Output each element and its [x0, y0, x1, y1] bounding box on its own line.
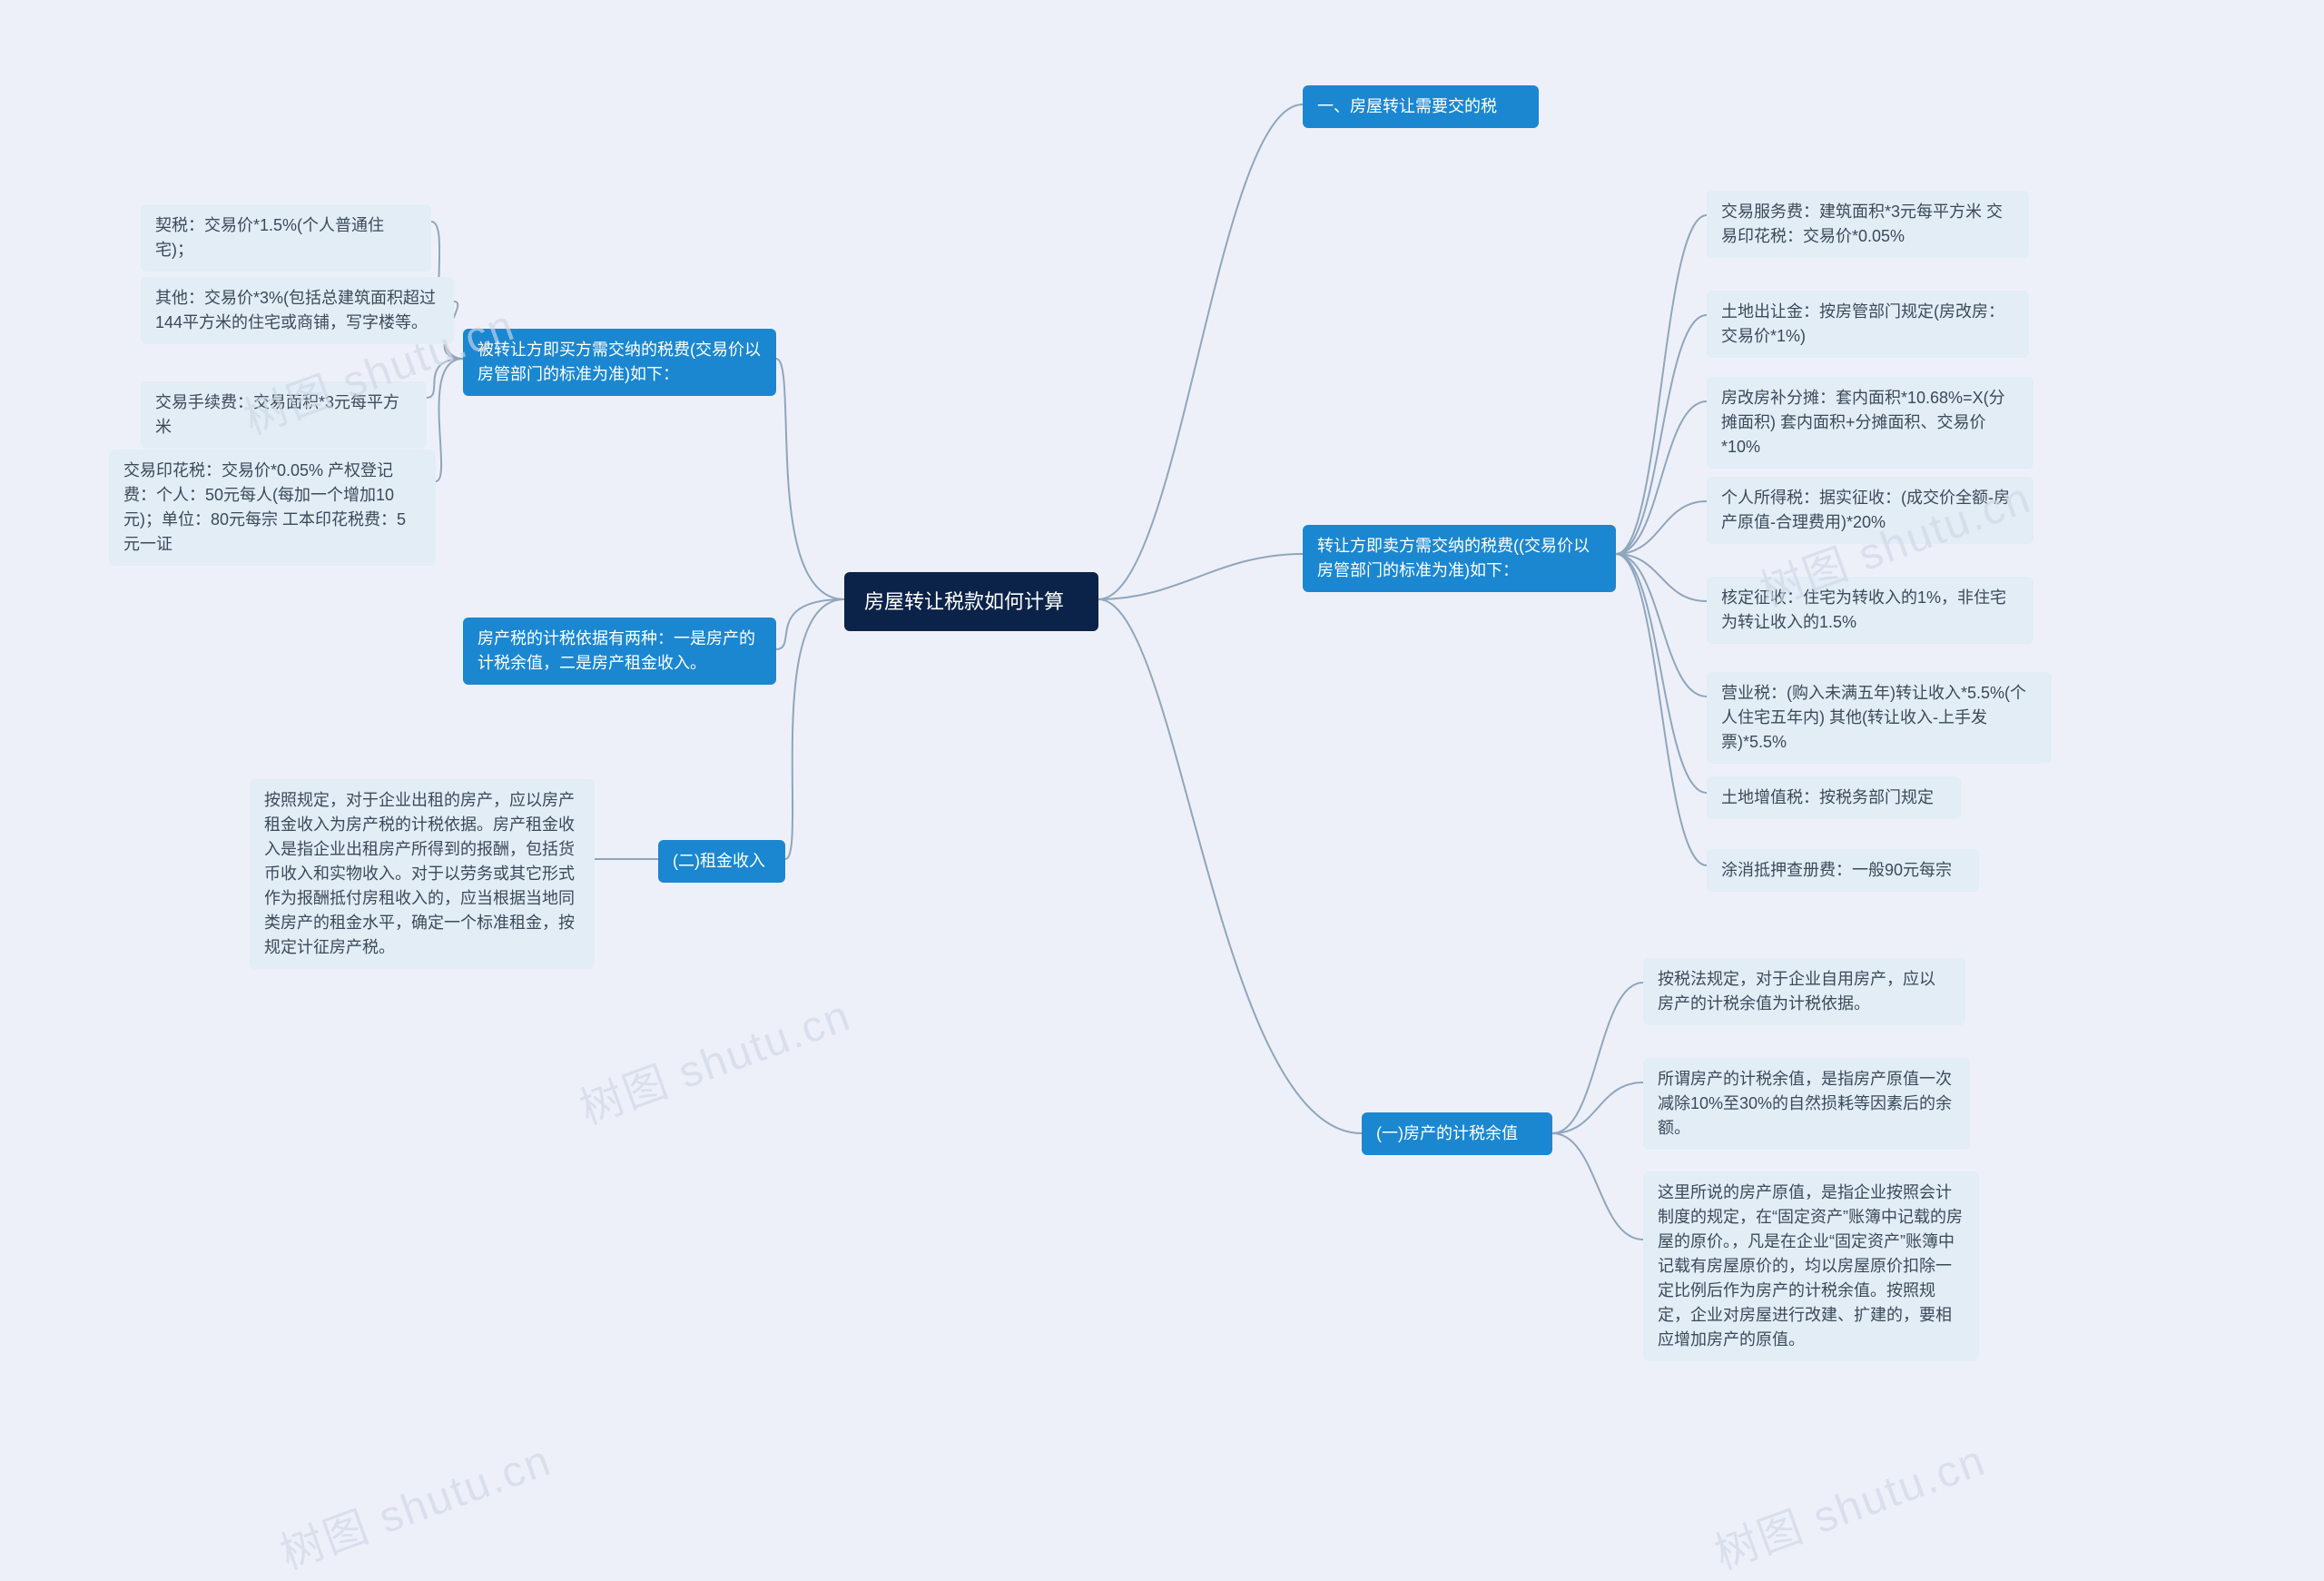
- branch-label: 房产税的计税依据有两种：一是房产的计税余值，二是房产租金收入。: [478, 629, 755, 672]
- leaf-label: 涂消抵押查册费：一般90元每宗: [1721, 861, 1952, 879]
- right-branch-1[interactable]: 转让方即卖方需交纳的税费((交易价以房管部门的标准为准)如下：: [1303, 525, 1616, 592]
- leaf-label: 这里所说的房产原值，是指企业按照会计制度的规定，在“固定资产”账簿中记载的房屋的…: [1658, 1183, 1963, 1349]
- leaf-label: 土地出让金：按房管部门规定(房改房：交易价*1%): [1721, 302, 2004, 345]
- right-leaf-1-1[interactable]: 土地出让金：按房管部门规定(房改房：交易价*1%): [1707, 291, 2029, 358]
- right-leaf-2-2[interactable]: 这里所说的房产原值，是指企业按照会计制度的规定，在“固定资产”账簿中记载的房屋的…: [1643, 1171, 1979, 1361]
- branch-label: 被转让方即买方需交纳的税费(交易价以房管部门的标准为准)如下：: [478, 341, 761, 383]
- right-branch-2[interactable]: (一)房产的计税余值: [1362, 1112, 1552, 1155]
- left-branch-2[interactable]: (二)租金收入: [658, 840, 785, 883]
- branch-label: (一)房产的计税余值: [1376, 1124, 1518, 1142]
- root-label: 房屋转让税款如何计算: [864, 590, 1064, 613]
- branch-label: (二)租金收入: [673, 852, 765, 870]
- leaf-label: 营业税：(购入未满五年)转让收入*5.5%(个人住宅五年内) 其他(转让收入-上…: [1721, 684, 2026, 751]
- leaf-label: 交易服务费：建筑面积*3元每平方米 交易印花税：交易价*0.05%: [1721, 203, 2003, 245]
- leaf-label: 土地增值税：按税务部门规定: [1721, 788, 1934, 806]
- left-leaf-0-1[interactable]: 其他：交易价*3%(包括总建筑面积超过144平方米的住宅或商铺，写字楼等。: [141, 277, 454, 344]
- right-leaf-1-2[interactable]: 房改房补分摊：套内面积*10.68%=X(分摊面积) 套内面积+分摊面积、交易价…: [1707, 377, 2034, 469]
- leaf-label: 按税法规定，对于企业自用房产，应以房产的计税余值为计税依据。: [1658, 970, 1935, 1013]
- leaf-label: 核定征收：住宅为转收入的1%，非住宅为转让收入的1.5%: [1721, 588, 2006, 631]
- right-leaf-1-6[interactable]: 土地增值税：按税务部门规定: [1707, 776, 1961, 819]
- left-leaf-0-0[interactable]: 契税：交易价*1.5%(个人普通住宅)；: [141, 204, 431, 272]
- right-leaf-1-3[interactable]: 个人所得税：据实征收：(成交价全额-房产原值-合理费用)*20%: [1707, 477, 2034, 544]
- leaf-label: 房改房补分摊：套内面积*10.68%=X(分摊面积) 套内面积+分摊面积、交易价…: [1721, 389, 2005, 456]
- leaf-label: 其他：交易价*3%(包括总建筑面积超过144平方米的住宅或商铺，写字楼等。: [155, 289, 436, 331]
- leaf-label: 所谓房产的计税余值，是指房产原值一次减除10%至30%的自然损耗等因素后的余额。: [1658, 1070, 1952, 1137]
- right-leaf-1-7[interactable]: 涂消抵押查册费：一般90元每宗: [1707, 849, 1979, 892]
- left-leaf-0-3[interactable]: 交易印花税：交易价*0.05% 产权登记费：个人：50元每人(每加一个增加10元…: [109, 450, 436, 566]
- root-node[interactable]: 房屋转让税款如何计算: [844, 572, 1098, 631]
- left-leaf-0-2[interactable]: 交易手续费：交易面积*3元每平方米: [141, 381, 427, 449]
- watermark-1: 树图 shutu.cn: [270, 1425, 558, 1581]
- right-leaf-1-0[interactable]: 交易服务费：建筑面积*3元每平方米 交易印花税：交易价*0.05%: [1707, 191, 2029, 258]
- watermark-4: 树图 shutu.cn: [1704, 1425, 1993, 1581]
- leaf-label: 按照规定，对于企业出租的房产，应以房产租金收入为房产税的计税依据。房产租金收入是…: [264, 791, 575, 956]
- right-branch-0[interactable]: 一、房屋转让需要交的税: [1303, 85, 1539, 128]
- branch-label: 一、房屋转让需要交的税: [1317, 97, 1497, 115]
- right-leaf-1-5[interactable]: 营业税：(购入未满五年)转让收入*5.5%(个人住宅五年内) 其他(转让收入-上…: [1707, 672, 2052, 764]
- leaf-label: 交易手续费：交易面积*3元每平方米: [155, 393, 399, 436]
- left-branch-0[interactable]: 被转让方即买方需交纳的税费(交易价以房管部门的标准为准)如下：: [463, 329, 776, 396]
- leaf-label: 个人所得税：据实征收：(成交价全额-房产原值-合理费用)*20%: [1721, 489, 2010, 531]
- left-leaf-2-0[interactable]: 按照规定，对于企业出租的房产，应以房产租金收入为房产税的计税依据。房产租金收入是…: [250, 779, 595, 969]
- leaf-label: 契税：交易价*1.5%(个人普通住宅)；: [155, 216, 384, 259]
- right-leaf-2-1[interactable]: 所谓房产的计税余值，是指房产原值一次减除10%至30%的自然损耗等因素后的余额。: [1643, 1058, 1970, 1150]
- leaf-label: 交易印花税：交易价*0.05% 产权登记费：个人：50元每人(每加一个增加10元…: [123, 461, 406, 553]
- watermark-2: 树图 shutu.cn: [569, 980, 858, 1137]
- branch-label: 转让方即卖方需交纳的税费((交易价以房管部门的标准为准)如下：: [1317, 537, 1590, 579]
- right-leaf-2-0[interactable]: 按税法规定，对于企业自用房产，应以房产的计税余值为计税依据。: [1643, 958, 1965, 1025]
- right-leaf-1-4[interactable]: 核定征收：住宅为转收入的1%，非住宅为转让收入的1.5%: [1707, 577, 2034, 644]
- left-branch-1[interactable]: 房产税的计税依据有两种：一是房产的计税余值，二是房产租金收入。: [463, 618, 776, 685]
